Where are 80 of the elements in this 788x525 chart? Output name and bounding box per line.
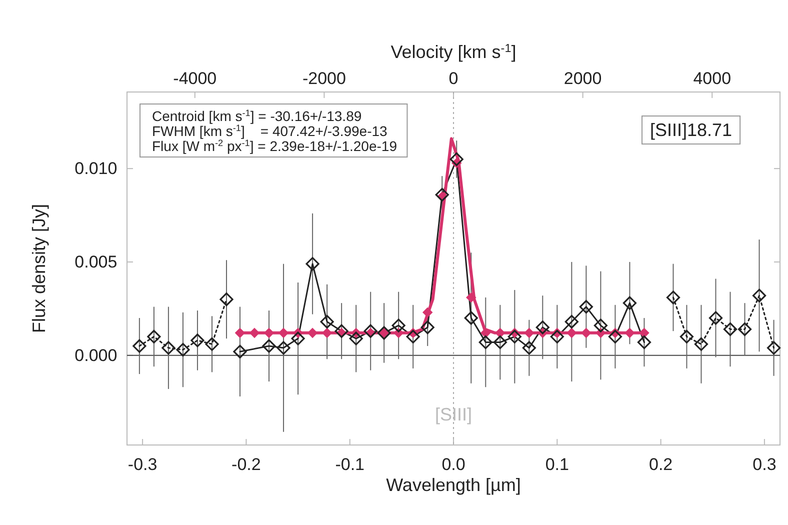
x-tick-label: 0.1	[545, 455, 569, 474]
point	[594, 318, 608, 332]
x-tick-label: -0.1	[335, 455, 364, 474]
point	[450, 152, 464, 166]
point	[278, 328, 288, 338]
point	[680, 330, 694, 344]
point	[334, 324, 348, 338]
y-axis-title: Flux density [Jy]	[29, 204, 49, 334]
x2-tick-label: 4000	[693, 68, 732, 88]
point	[264, 328, 274, 338]
x2-tick-label: -2000	[302, 68, 346, 88]
point	[406, 330, 420, 344]
point	[420, 320, 434, 334]
annotation: Flux [W m$^{-2}$ px$^{-1}$] = 2.39e-18+/-1.20e-19	[152, 138, 398, 154]
point	[581, 328, 591, 338]
x2-tick-label: -4000	[173, 68, 217, 88]
point	[147, 330, 161, 344]
point	[162, 341, 176, 355]
point	[639, 328, 650, 338]
annotation: Centroid [km s$^{-1}$] = -30.16+/-13.89	[152, 108, 362, 124]
point	[566, 328, 576, 338]
point	[235, 328, 245, 338]
point	[276, 341, 290, 355]
annotation: [SIII]18.71	[650, 120, 732, 140]
x2-axis-title: Velocity [km s$^{-1}$]	[390, 42, 516, 62]
point	[608, 330, 622, 344]
point	[550, 330, 564, 344]
point	[524, 328, 534, 338]
annotation: FWHM [km s$^{-1}$] = 407.42+/-3.99e-13	[152, 123, 388, 139]
point	[478, 335, 492, 350]
y-tick-label: 0.000	[74, 346, 118, 365]
point	[466, 292, 476, 302]
point	[464, 311, 478, 325]
x-axis-title: Wavelength [µm]	[386, 475, 521, 495]
point	[306, 257, 320, 271]
point	[176, 342, 190, 357]
point	[495, 328, 505, 338]
point	[624, 328, 635, 338]
point	[622, 296, 637, 310]
point	[233, 344, 247, 358]
point	[579, 300, 593, 314]
point	[349, 332, 363, 346]
point	[536, 320, 550, 334]
x-tick-label: 0.0	[442, 455, 466, 474]
point	[766, 341, 781, 355]
point	[708, 311, 723, 325]
point	[392, 318, 406, 332]
point	[666, 290, 680, 304]
point	[694, 337, 708, 351]
x-tick-label: -0.2	[232, 455, 261, 474]
point	[508, 330, 522, 344]
point	[190, 334, 204, 348]
point	[422, 308, 432, 318]
point	[564, 314, 578, 329]
point	[250, 328, 260, 338]
point	[320, 314, 334, 329]
point	[322, 328, 332, 338]
x2-tick-label: 2000	[564, 68, 602, 88]
point	[364, 324, 378, 338]
point	[480, 328, 490, 338]
point	[308, 328, 318, 338]
point	[522, 341, 536, 355]
point	[723, 322, 738, 336]
x-tick-label: 0.2	[648, 455, 673, 474]
point	[220, 292, 234, 306]
x2-tick-label: 0	[448, 68, 458, 88]
point	[291, 332, 305, 346]
point	[637, 335, 652, 350]
point	[262, 339, 276, 353]
y-tick-label: 0.005	[74, 252, 118, 272]
point	[132, 339, 146, 353]
point	[738, 322, 752, 336]
point	[493, 335, 507, 350]
point	[205, 337, 219, 351]
x-tick-label: -0.3	[128, 455, 158, 474]
x-tick-label: 0.3	[752, 455, 776, 474]
y-tick-label: 0.010	[74, 159, 118, 178]
annotation: [SIII]	[434, 404, 472, 425]
point	[435, 188, 449, 202]
point	[752, 288, 766, 302]
